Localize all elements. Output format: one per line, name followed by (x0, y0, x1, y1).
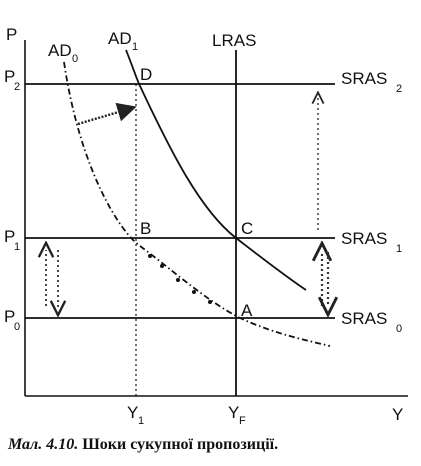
output-label-y1: Y 1 (127, 403, 144, 427)
svg-text:P: P (4, 307, 15, 326)
y-axis-label: P (6, 25, 17, 44)
output-label-yf: Y F (228, 403, 246, 427)
svg-text:AD: AD (108, 29, 132, 48)
svg-text:P: P (4, 67, 15, 86)
figure-caption: Мал. 4.10. Шоки сукупної пропозиції. (8, 436, 413, 454)
ad0-label: AD 0 (48, 41, 78, 65)
x-axis-label: Y (392, 405, 403, 424)
svg-text:SRAS: SRAS (341, 309, 387, 328)
svg-text:SRAS: SRAS (341, 69, 387, 88)
price-label-p1: P 1 (4, 227, 20, 253)
svg-text:1: 1 (396, 243, 402, 255)
price-label-p0: P 0 (4, 307, 20, 333)
svg-text:SRAS: SRAS (341, 229, 387, 248)
svg-text:Y: Y (127, 403, 138, 422)
svg-text:0: 0 (396, 323, 402, 335)
sras1-label: SRAS 1 (341, 229, 402, 255)
ad0-curve (63, 61, 331, 347)
point-label-d: D (140, 65, 152, 84)
svg-text:0: 0 (14, 321, 20, 333)
demand-shift-arrow (77, 102, 137, 126)
price-label-p2: P 2 (4, 67, 20, 93)
svg-text:P: P (4, 227, 15, 246)
figure-title: Шоки сукупної пропозиції. (82, 436, 279, 453)
svg-text:F: F (239, 415, 246, 427)
svg-text:0: 0 (72, 53, 78, 65)
svg-text:AD: AD (48, 41, 72, 60)
svg-text:2: 2 (396, 83, 402, 95)
sras2-label: SRAS 2 (341, 69, 402, 95)
svg-text:1: 1 (14, 241, 20, 253)
ad1-label: AD 1 (108, 29, 138, 53)
svg-text:Y: Y (228, 403, 239, 422)
svg-text:2: 2 (14, 81, 20, 93)
ad1-curve (125, 49, 307, 291)
svg-text:LRAS: LRAS (212, 31, 256, 50)
svg-text:1: 1 (138, 415, 144, 427)
sras0-label: SRAS 0 (341, 309, 402, 335)
short-run-path-b-to-a (148, 254, 212, 304)
svg-text:1: 1 (132, 41, 138, 53)
point-label-a: A (241, 301, 253, 320)
lras-label: LRAS (212, 31, 256, 50)
point-label-b: B (140, 219, 151, 238)
figure-number: Мал. 4.10. (8, 436, 79, 453)
point-label-c: C (241, 219, 253, 238)
